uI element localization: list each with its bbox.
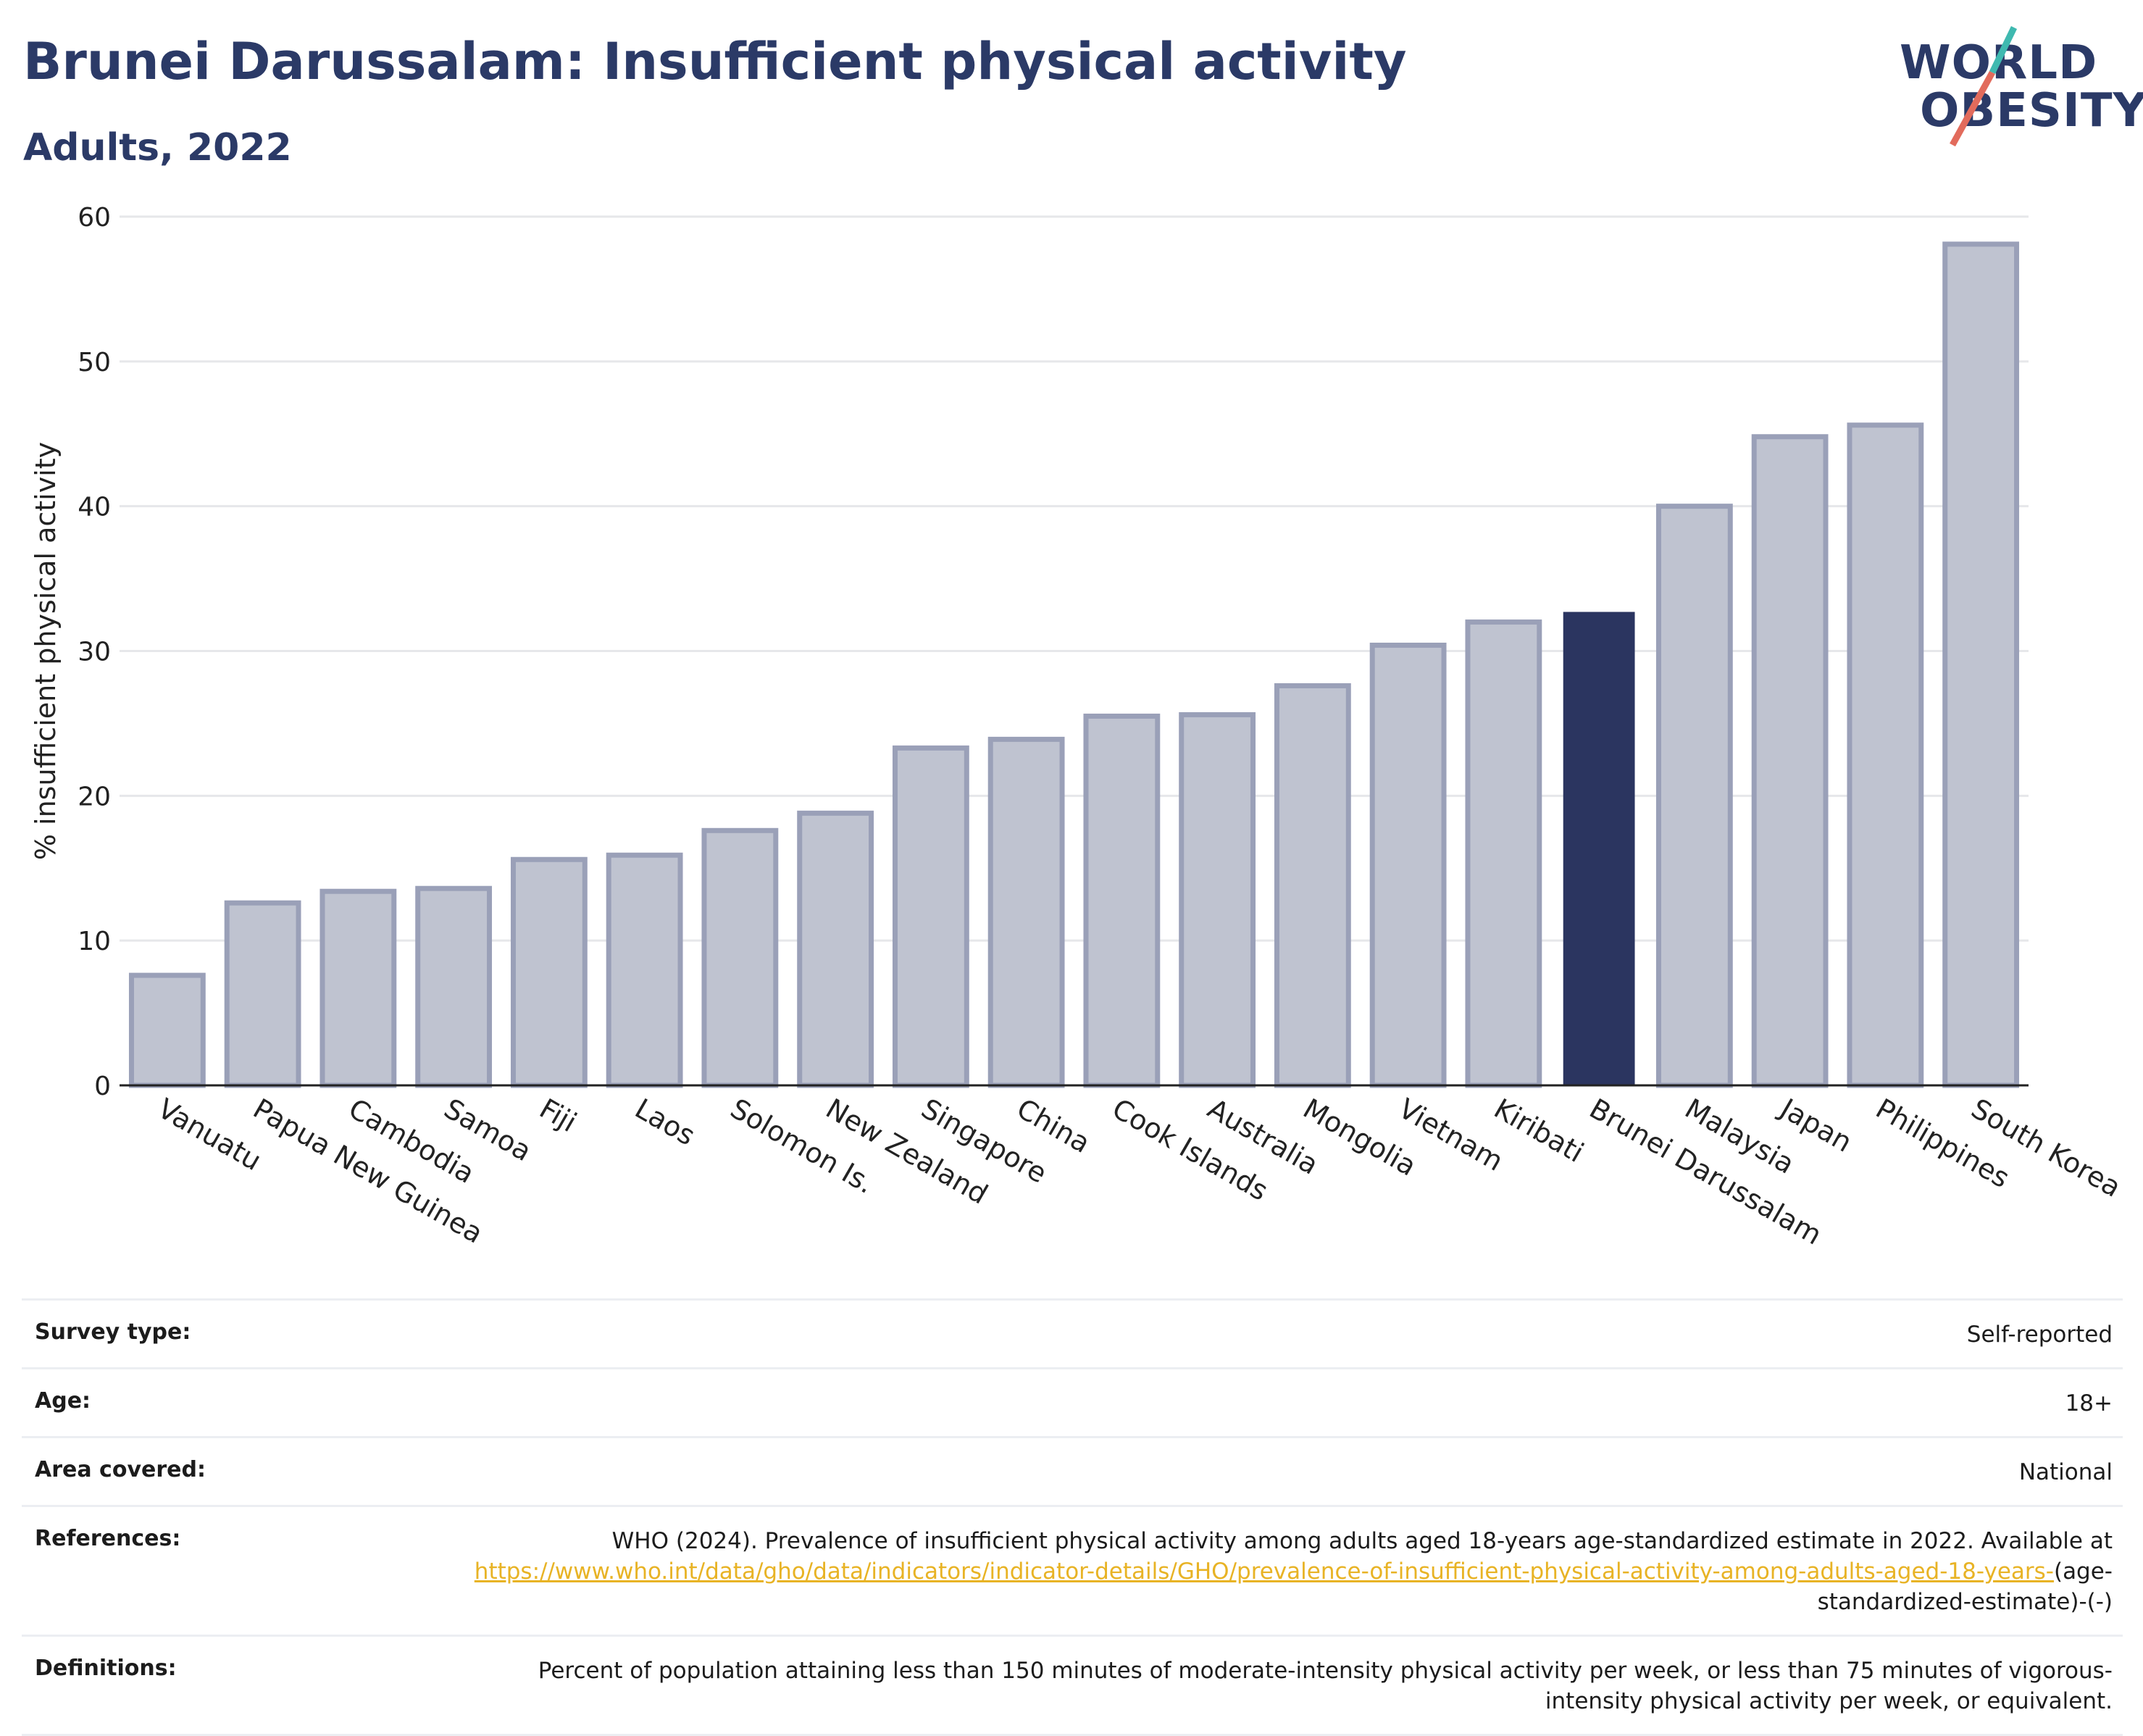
y-tick-label: 50 xyxy=(78,348,111,377)
info-label: References: xyxy=(35,1526,181,1551)
bar-chart: 0 10 20 30 40 50 60 % insufficient physical act… xyxy=(30,203,2126,1251)
reference-text: WHO (2024). Prevalence of insufficient p… xyxy=(611,1528,2113,1554)
reference-suffix: (age-standardized-estimate)-(-) xyxy=(1817,1558,2113,1615)
y-tick-label: 40 xyxy=(78,493,111,522)
bar xyxy=(1942,241,2020,1088)
info-row-area-covered: Area covered: National xyxy=(22,1436,2123,1505)
bar xyxy=(1465,619,1542,1088)
info-value: National xyxy=(2018,1459,2113,1485)
bar xyxy=(1655,504,1733,1088)
info-value: 18+ xyxy=(2065,1390,2113,1416)
bar xyxy=(606,852,683,1088)
chart-title: Brunei Darussalam: Insufficient physical… xyxy=(23,32,1407,91)
chart-subtitle: Adults, 2022 xyxy=(23,126,292,170)
info-label: Survey type: xyxy=(35,1319,191,1345)
x-tick-label: New Zealand xyxy=(821,1093,993,1211)
y-tick-label: 30 xyxy=(78,638,111,667)
info-label: Age: xyxy=(35,1388,91,1414)
x-tick-label: Laos xyxy=(630,1093,701,1152)
bar xyxy=(1847,422,1924,1088)
logo-line-2: OBESITY xyxy=(1920,84,2143,138)
info-row-definitions: Definitions: Percent of population attai… xyxy=(22,1635,2123,1736)
bar xyxy=(224,900,301,1088)
bar xyxy=(510,856,588,1088)
y-tick-label: 60 xyxy=(78,203,111,233)
info-row-survey-type: Survey type: Self-reported xyxy=(22,1298,2123,1367)
bar xyxy=(1083,713,1161,1088)
bar xyxy=(1563,612,1635,1085)
y-tick-label: 10 xyxy=(78,927,111,956)
info-label: Area covered: xyxy=(35,1457,206,1482)
info-table: Survey type: Self-reported Age: 18+ Area… xyxy=(22,1298,2123,1736)
bar xyxy=(701,827,779,1088)
reference-link[interactable]: https://www.who.int/data/gho/data/indica… xyxy=(474,1558,2054,1585)
y-axis-label: % insufficient physical activity xyxy=(30,442,62,860)
bar xyxy=(1369,643,1447,1088)
bar xyxy=(319,888,397,1088)
bar xyxy=(987,736,1065,1088)
y-tick-label: 20 xyxy=(78,782,111,811)
bar xyxy=(797,810,874,1088)
info-label: Definitions: xyxy=(35,1656,177,1681)
info-row-age: Age: 18+ xyxy=(22,1367,2123,1436)
bar xyxy=(1274,683,1351,1088)
y-tick-label: 0 xyxy=(94,1072,111,1101)
info-row-references: References: WHO (2024). Prevalence of in… xyxy=(22,1505,2123,1635)
x-tick-label: Vanuatu xyxy=(152,1093,267,1177)
bar xyxy=(892,745,969,1088)
x-tick-label: Fiji xyxy=(534,1093,582,1138)
info-value: Self-reported xyxy=(1966,1322,2113,1348)
world-obesity-logo: WORLD OBESITY xyxy=(1891,22,2143,152)
bar xyxy=(1751,434,1829,1088)
info-value: Percent of population attaining less tha… xyxy=(538,1658,2113,1714)
info-value: WHO (2024). Prevalence of insufficient p… xyxy=(446,1526,2113,1617)
bar xyxy=(1179,711,1256,1088)
bar xyxy=(128,972,206,1088)
logo-slash-icon xyxy=(1950,26,2018,147)
bar xyxy=(415,885,493,1088)
